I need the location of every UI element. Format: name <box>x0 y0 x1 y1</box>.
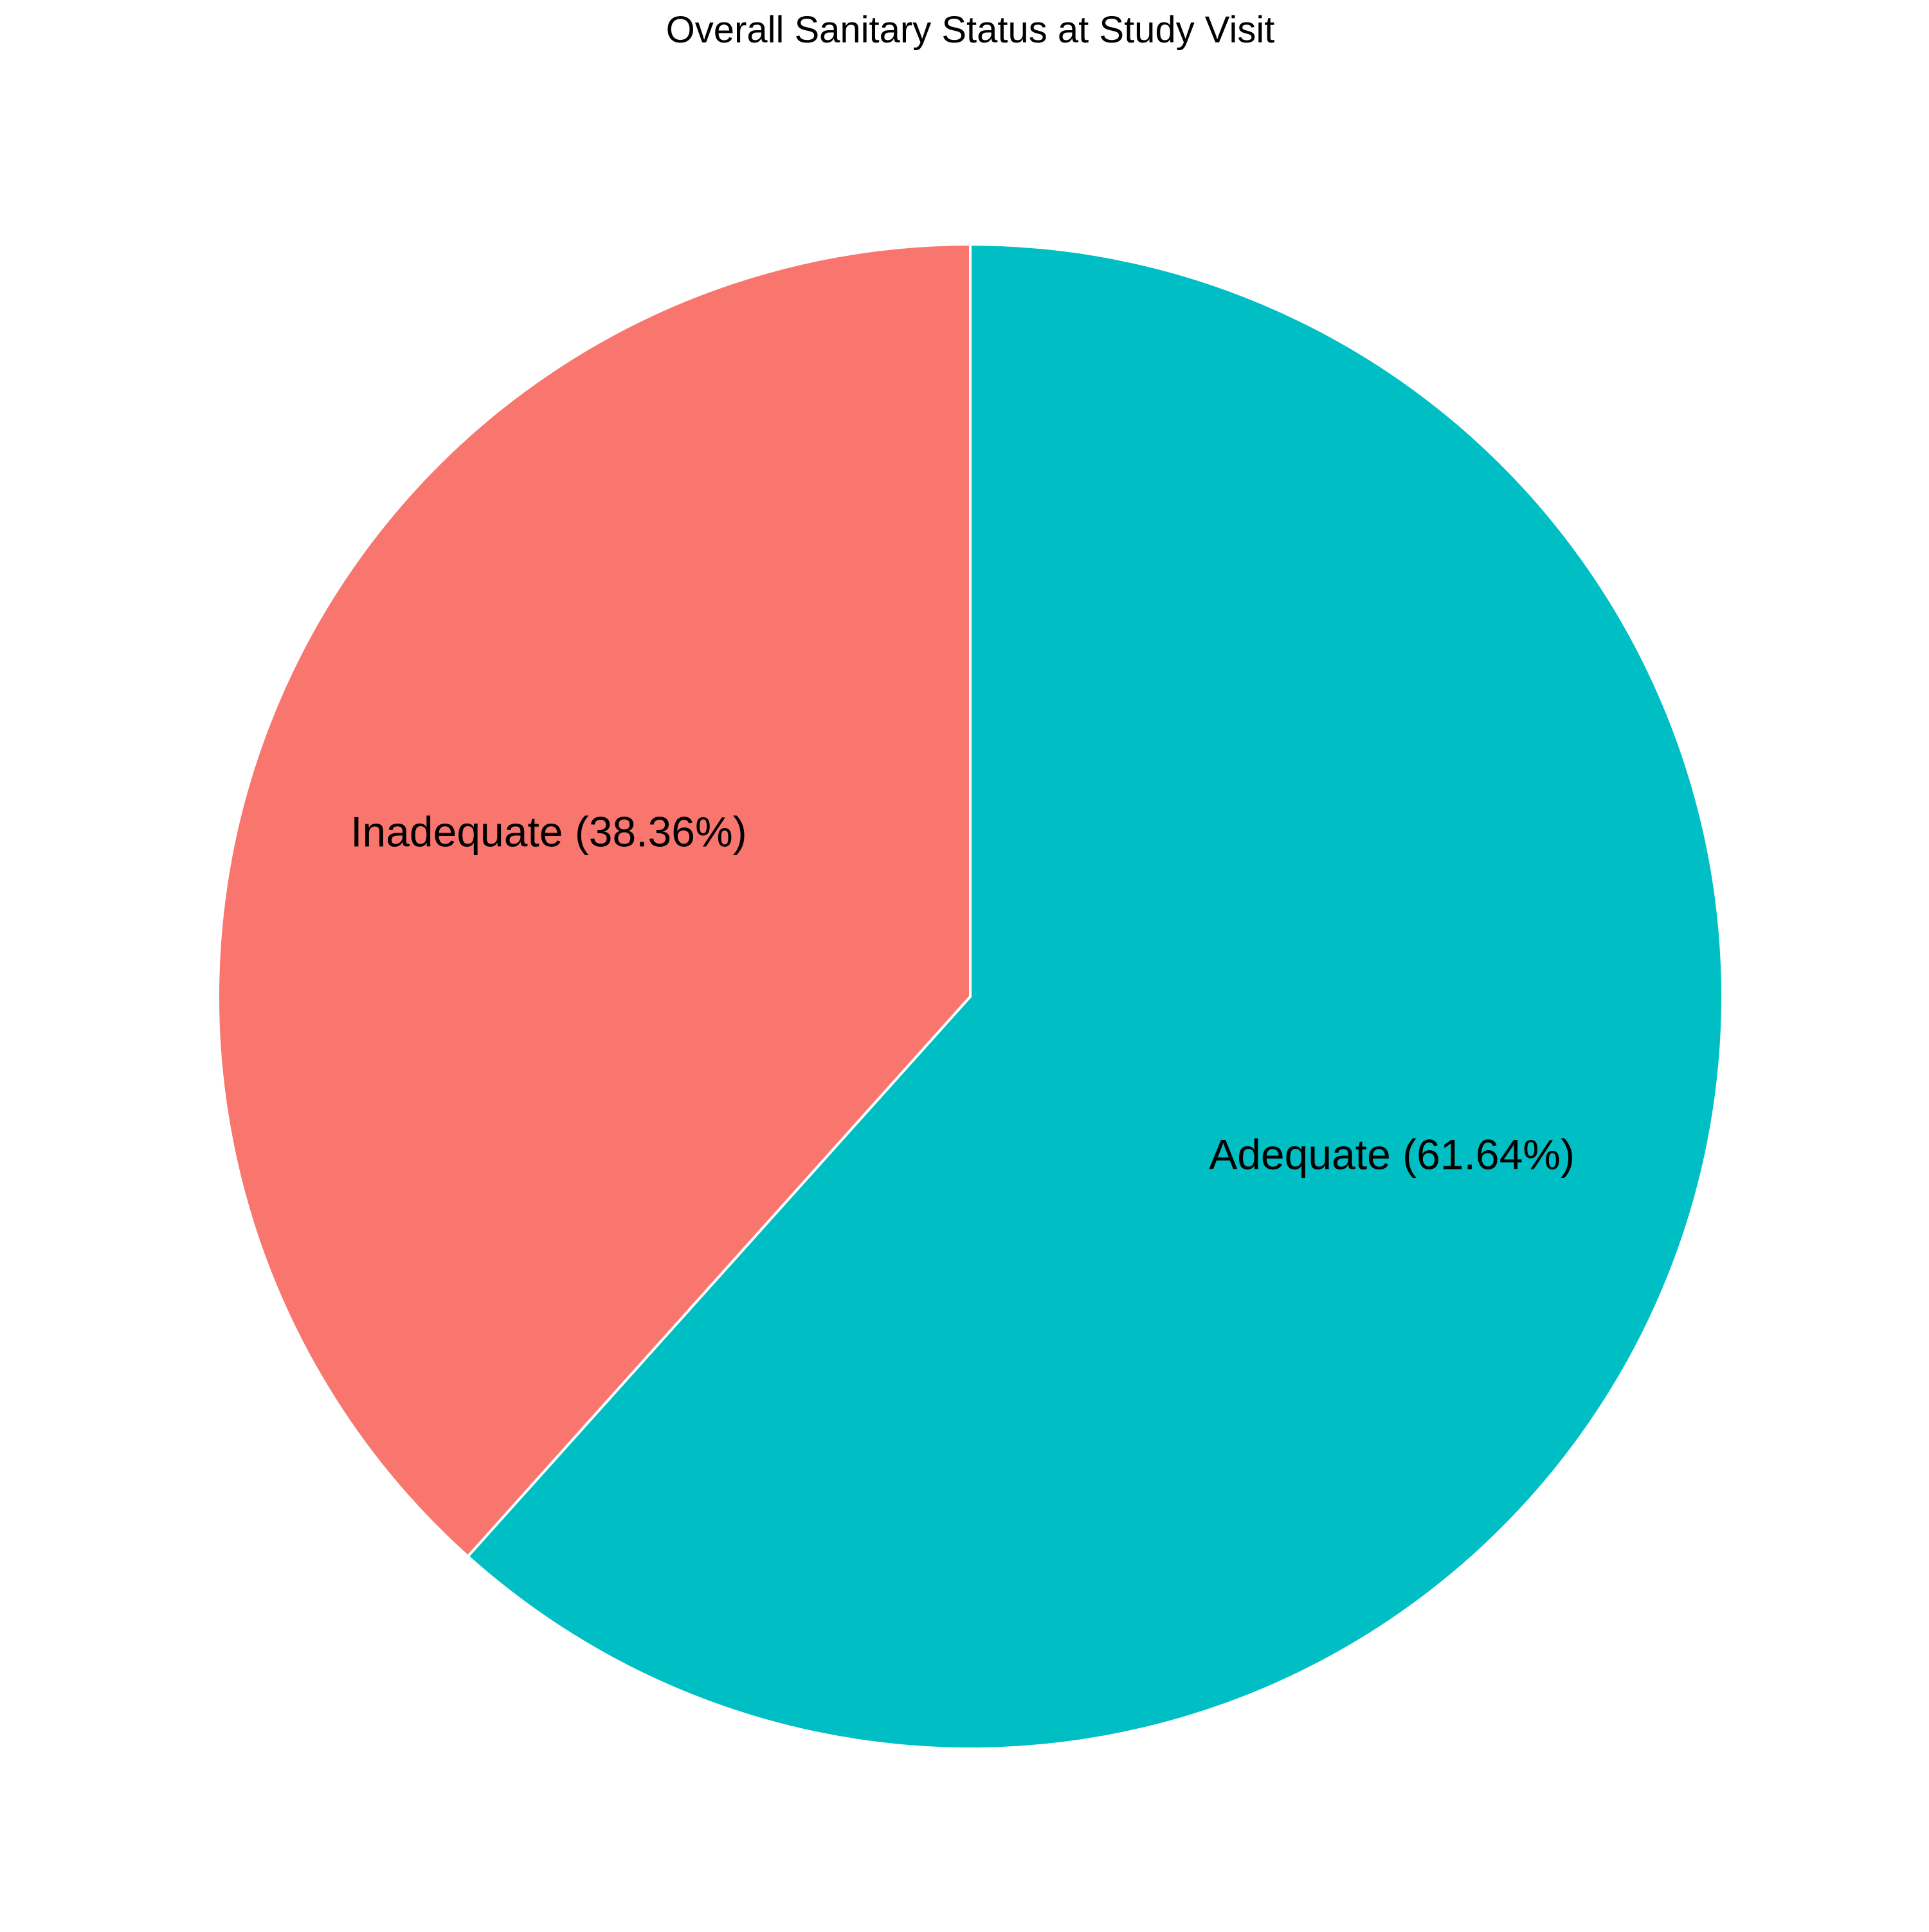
pie-slice-0 <box>466 243 1724 1750</box>
pie-labels: Adequate (61.64%) Inadequate (38.36%) <box>350 808 1575 1178</box>
pie-slice-label-1: Inadequate (38.36%) <box>350 808 747 855</box>
pie-slice-1 <box>217 243 972 1558</box>
pie-slices <box>217 243 1724 1750</box>
pie-slice-label-0: Adequate (61.64%) <box>1209 1130 1575 1178</box>
chart-title: Overall Sanitary Status at Study Visit <box>666 9 1275 51</box>
